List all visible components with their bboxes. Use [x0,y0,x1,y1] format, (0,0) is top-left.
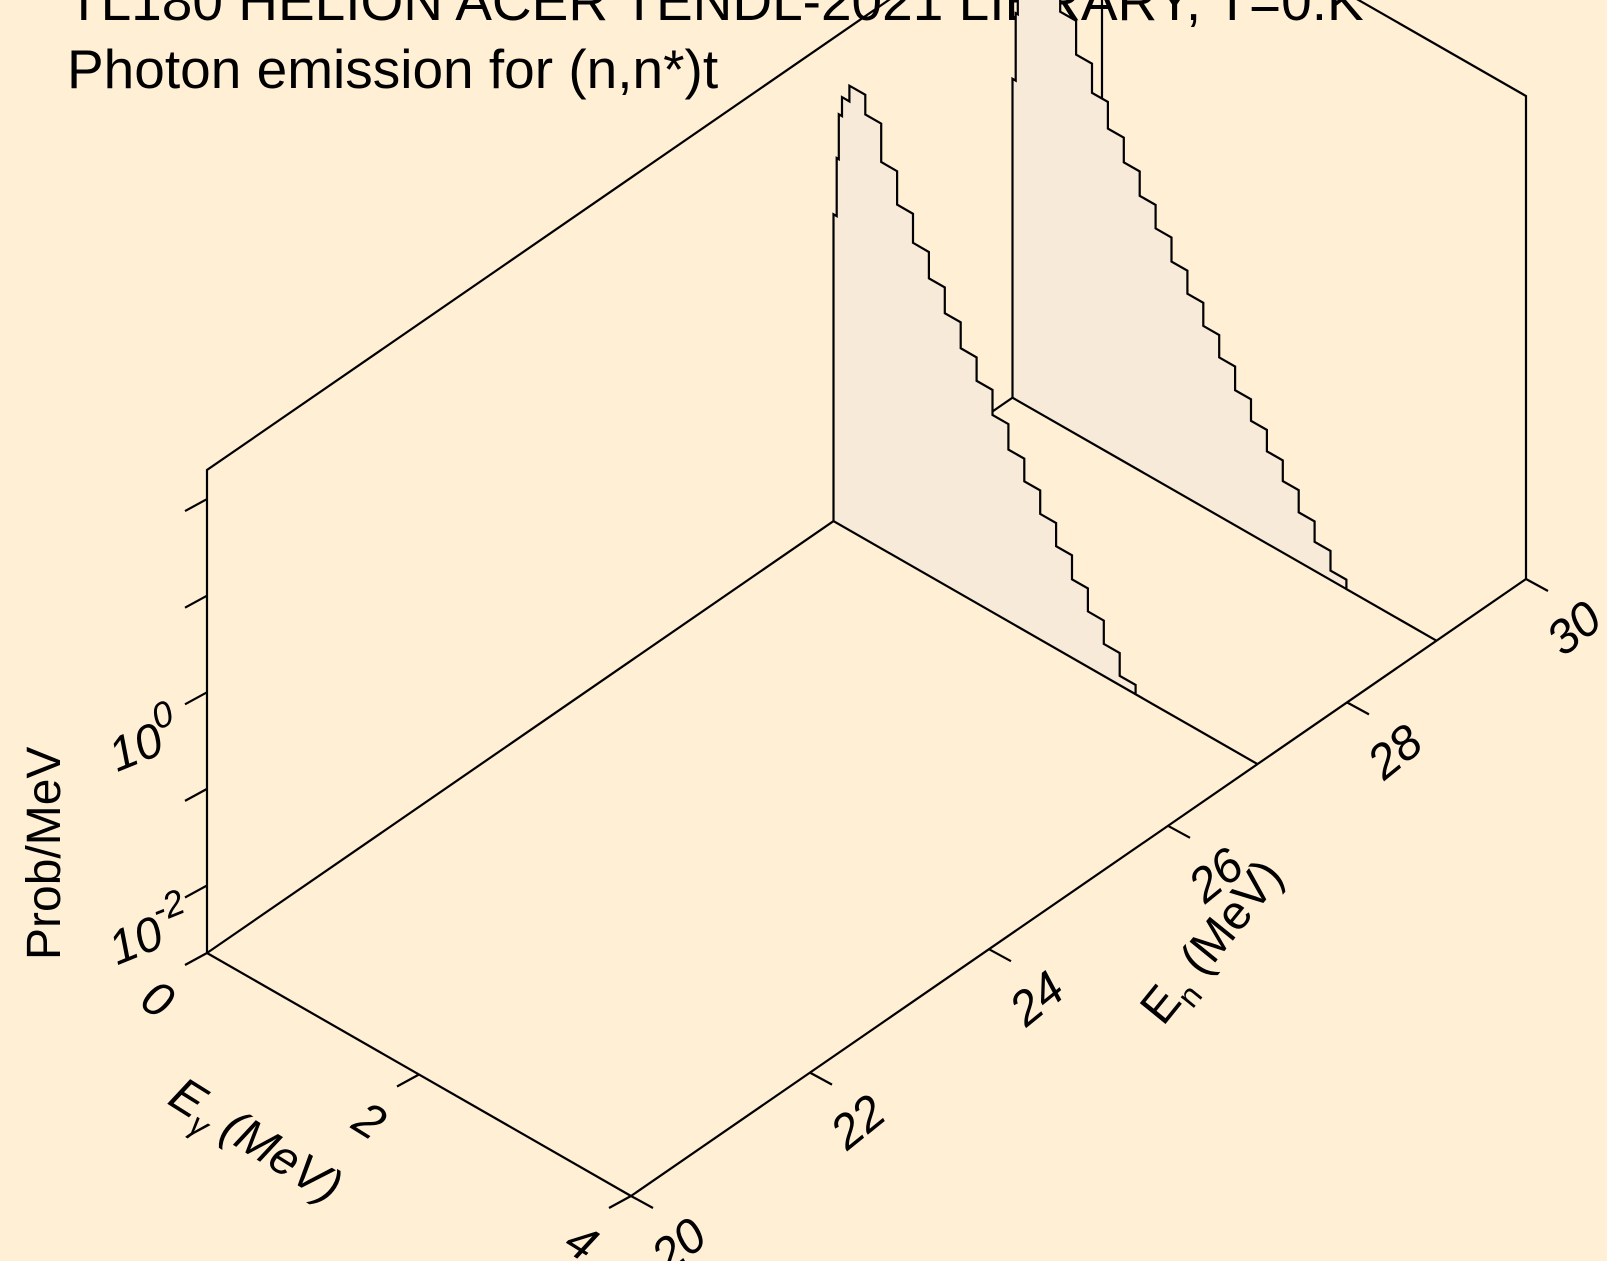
eg-axis-label: Eγ (MeV) [156,1067,351,1220]
en-tick-mark [630,1195,654,1209]
chart-subtitle: Photon emission for (n,n*)t [67,38,718,100]
en-tick-mark [1346,701,1370,716]
prob-tick-mark [184,787,208,802]
eg-tick-label: 0 [132,970,183,1029]
en-tick-mark [1525,578,1549,592]
prob-axis-label: Prob/MeV [18,747,71,960]
en-tick-label: 24 [999,962,1075,1037]
spectrum-en-29 [1011,0,1438,642]
eg-tick-mark [608,1195,632,1209]
en-tick-label: 30 [1537,591,1607,666]
eg-tick-label: 2 [343,1091,395,1151]
prob-axis-ticks: 10-2 100 [96,498,208,976]
en-tick-label: 20 [641,1208,717,1261]
prob-tick-label: 10-2 [96,881,201,976]
prob-tick-mark [184,884,208,899]
eg-tick-label: 4 [556,1213,607,1261]
en-tick-mark [809,1071,833,1086]
prob-tick-mark [184,594,208,609]
en-tick-label: 28 [1357,715,1433,791]
prob-tick-mark [184,498,208,513]
floor-front-edge [630,578,1527,1197]
eg-tick-mark [184,952,208,966]
prob-tick-label: 100 [96,692,190,783]
eg-axis-ticks: 0 2 4 [132,952,632,1261]
side-wall [1356,0,1528,579]
en-tick-mark [988,948,1012,963]
spectrum-en-27 [832,83,1259,766]
spectra-layer [832,0,1438,766]
back-wall [205,0,1104,953]
prob-tick-mark [184,691,208,706]
chart-title: TL180 HELION ACER TENDL-2021 LIBRARY, T=… [67,0,1364,32]
en-tick-label: 22 [820,1085,896,1160]
eg-tick-mark [396,1073,420,1088]
en-tick-mark [1167,824,1191,839]
